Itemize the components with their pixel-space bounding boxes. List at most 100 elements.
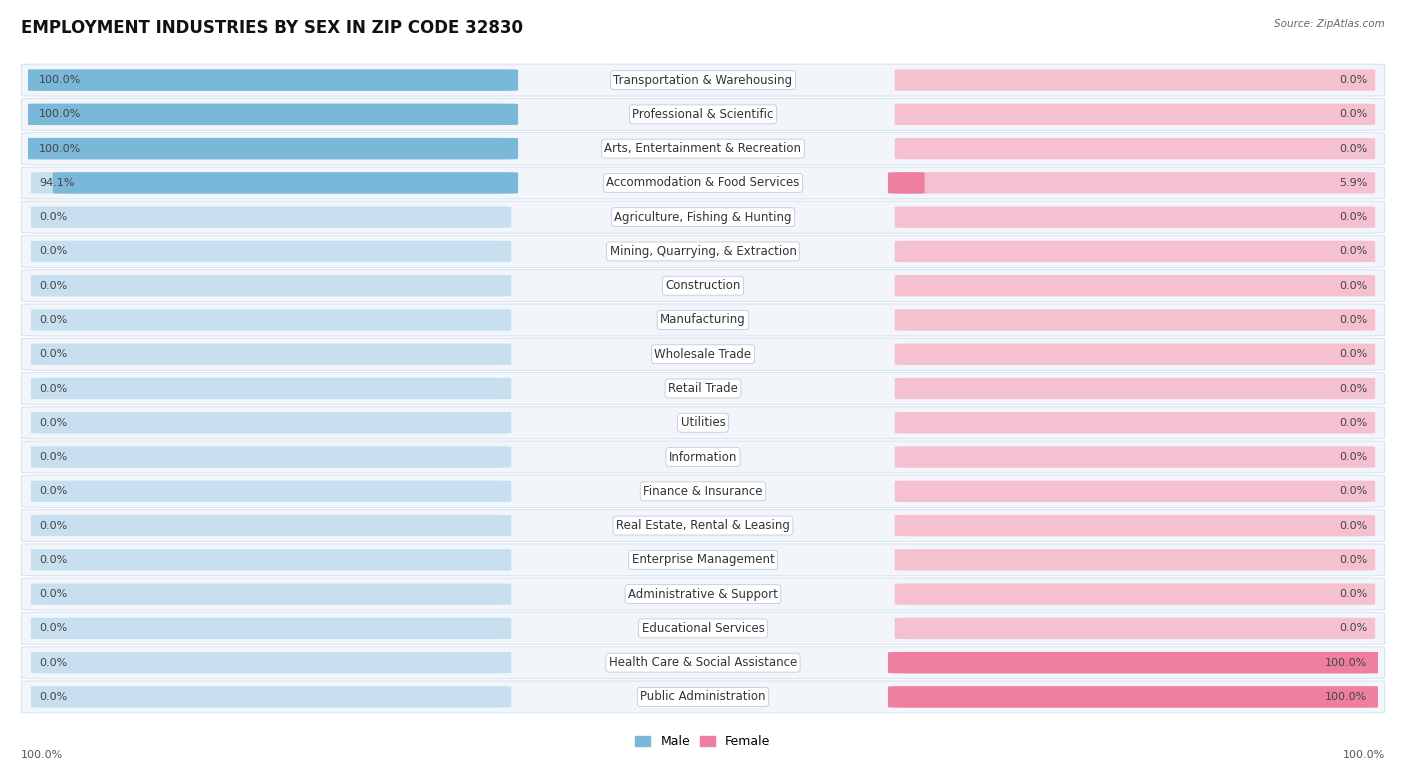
Text: Utilities: Utilities bbox=[681, 416, 725, 429]
Text: 0.0%: 0.0% bbox=[1339, 110, 1367, 120]
FancyBboxPatch shape bbox=[21, 270, 1385, 301]
FancyBboxPatch shape bbox=[21, 64, 1385, 96]
Legend: Male, Female: Male, Female bbox=[630, 730, 776, 753]
FancyBboxPatch shape bbox=[21, 681, 1385, 713]
Text: 0.0%: 0.0% bbox=[1339, 384, 1367, 393]
Text: 0.0%: 0.0% bbox=[39, 623, 67, 633]
Text: 94.1%: 94.1% bbox=[39, 178, 75, 188]
Text: 100.0%: 100.0% bbox=[39, 144, 82, 154]
FancyBboxPatch shape bbox=[894, 618, 1375, 639]
FancyBboxPatch shape bbox=[21, 235, 1385, 267]
FancyBboxPatch shape bbox=[21, 99, 1385, 131]
FancyBboxPatch shape bbox=[894, 69, 1375, 91]
FancyBboxPatch shape bbox=[894, 138, 1375, 159]
FancyBboxPatch shape bbox=[31, 549, 512, 570]
Text: 0.0%: 0.0% bbox=[39, 589, 67, 599]
Text: 0.0%: 0.0% bbox=[39, 486, 67, 497]
FancyBboxPatch shape bbox=[31, 309, 512, 331]
Text: 0.0%: 0.0% bbox=[39, 315, 67, 325]
Text: Information: Information bbox=[669, 451, 737, 464]
FancyBboxPatch shape bbox=[894, 343, 1375, 365]
Text: Accommodation & Food Services: Accommodation & Food Services bbox=[606, 176, 800, 190]
FancyBboxPatch shape bbox=[31, 378, 512, 399]
Text: 0.0%: 0.0% bbox=[39, 657, 67, 667]
Text: EMPLOYMENT INDUSTRIES BY SEX IN ZIP CODE 32830: EMPLOYMENT INDUSTRIES BY SEX IN ZIP CODE… bbox=[21, 19, 523, 37]
FancyBboxPatch shape bbox=[21, 167, 1385, 199]
Text: Health Care & Social Assistance: Health Care & Social Assistance bbox=[609, 656, 797, 669]
FancyBboxPatch shape bbox=[894, 412, 1375, 434]
Text: 0.0%: 0.0% bbox=[39, 555, 67, 565]
Text: Construction: Construction bbox=[665, 279, 741, 292]
FancyBboxPatch shape bbox=[31, 275, 512, 296]
Text: 0.0%: 0.0% bbox=[39, 246, 67, 256]
FancyBboxPatch shape bbox=[21, 646, 1385, 678]
FancyBboxPatch shape bbox=[31, 686, 512, 708]
Text: 0.0%: 0.0% bbox=[1339, 589, 1367, 599]
Text: Mining, Quarrying, & Extraction: Mining, Quarrying, & Extraction bbox=[610, 245, 796, 258]
FancyBboxPatch shape bbox=[31, 618, 512, 639]
Text: Enterprise Management: Enterprise Management bbox=[631, 553, 775, 566]
FancyBboxPatch shape bbox=[894, 515, 1375, 536]
FancyBboxPatch shape bbox=[889, 172, 925, 193]
Text: Manufacturing: Manufacturing bbox=[661, 313, 745, 326]
FancyBboxPatch shape bbox=[21, 338, 1385, 370]
Text: 0.0%: 0.0% bbox=[39, 521, 67, 531]
Text: 0.0%: 0.0% bbox=[39, 384, 67, 393]
FancyBboxPatch shape bbox=[889, 686, 1382, 708]
FancyBboxPatch shape bbox=[31, 172, 512, 193]
Text: 0.0%: 0.0% bbox=[1339, 212, 1367, 222]
FancyBboxPatch shape bbox=[53, 172, 517, 193]
FancyBboxPatch shape bbox=[21, 441, 1385, 473]
Text: Real Estate, Rental & Leasing: Real Estate, Rental & Leasing bbox=[616, 519, 790, 532]
FancyBboxPatch shape bbox=[21, 476, 1385, 507]
Text: 100.0%: 100.0% bbox=[39, 110, 82, 120]
Text: 0.0%: 0.0% bbox=[1339, 75, 1367, 85]
FancyBboxPatch shape bbox=[894, 172, 1375, 193]
FancyBboxPatch shape bbox=[894, 378, 1375, 399]
FancyBboxPatch shape bbox=[31, 241, 512, 262]
Text: 0.0%: 0.0% bbox=[1339, 246, 1367, 256]
FancyBboxPatch shape bbox=[31, 103, 512, 125]
FancyBboxPatch shape bbox=[21, 304, 1385, 336]
FancyBboxPatch shape bbox=[894, 584, 1375, 605]
Text: 0.0%: 0.0% bbox=[1339, 521, 1367, 531]
Text: 100.0%: 100.0% bbox=[1343, 750, 1385, 760]
Text: Wholesale Trade: Wholesale Trade bbox=[654, 348, 752, 361]
Text: 0.0%: 0.0% bbox=[39, 452, 67, 462]
FancyBboxPatch shape bbox=[21, 372, 1385, 405]
Text: 100.0%: 100.0% bbox=[1324, 692, 1367, 702]
FancyBboxPatch shape bbox=[21, 544, 1385, 576]
Text: Arts, Entertainment & Recreation: Arts, Entertainment & Recreation bbox=[605, 142, 801, 155]
FancyBboxPatch shape bbox=[31, 138, 512, 159]
FancyBboxPatch shape bbox=[24, 138, 517, 159]
FancyBboxPatch shape bbox=[31, 652, 512, 674]
Text: 0.0%: 0.0% bbox=[39, 418, 67, 428]
Text: Finance & Insurance: Finance & Insurance bbox=[644, 485, 762, 498]
FancyBboxPatch shape bbox=[894, 446, 1375, 468]
FancyBboxPatch shape bbox=[894, 481, 1375, 502]
Text: 100.0%: 100.0% bbox=[1324, 657, 1367, 667]
Text: 0.0%: 0.0% bbox=[1339, 315, 1367, 325]
Text: 100.0%: 100.0% bbox=[39, 75, 82, 85]
FancyBboxPatch shape bbox=[31, 515, 512, 536]
Text: Administrative & Support: Administrative & Support bbox=[628, 587, 778, 601]
FancyBboxPatch shape bbox=[24, 103, 517, 125]
Text: 0.0%: 0.0% bbox=[1339, 418, 1367, 428]
Text: 0.0%: 0.0% bbox=[39, 280, 67, 291]
Text: 100.0%: 100.0% bbox=[21, 750, 63, 760]
FancyBboxPatch shape bbox=[31, 446, 512, 468]
Text: Professional & Scientific: Professional & Scientific bbox=[633, 108, 773, 121]
FancyBboxPatch shape bbox=[24, 69, 517, 91]
FancyBboxPatch shape bbox=[31, 584, 512, 605]
Text: 0.0%: 0.0% bbox=[1339, 486, 1367, 497]
Text: Agriculture, Fishing & Hunting: Agriculture, Fishing & Hunting bbox=[614, 211, 792, 224]
FancyBboxPatch shape bbox=[21, 612, 1385, 644]
Text: 0.0%: 0.0% bbox=[1339, 623, 1367, 633]
FancyBboxPatch shape bbox=[889, 652, 1382, 674]
Text: 0.0%: 0.0% bbox=[39, 212, 67, 222]
FancyBboxPatch shape bbox=[31, 412, 512, 434]
Text: Public Administration: Public Administration bbox=[640, 691, 766, 703]
FancyBboxPatch shape bbox=[21, 578, 1385, 610]
Text: Transportation & Warehousing: Transportation & Warehousing bbox=[613, 74, 793, 86]
FancyBboxPatch shape bbox=[894, 309, 1375, 331]
